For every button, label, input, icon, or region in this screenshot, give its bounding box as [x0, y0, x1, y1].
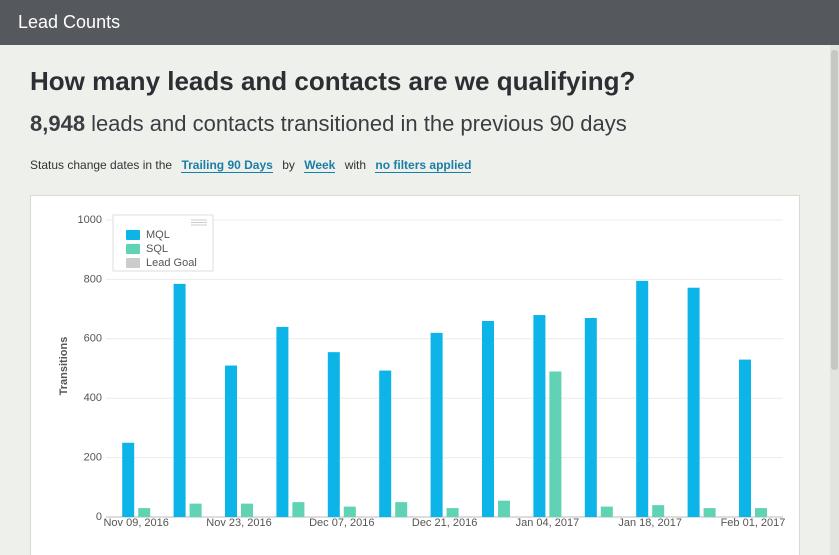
legend-label: MQL [146, 229, 170, 241]
y-tick-label: 1000 [78, 214, 102, 226]
legend: MQL SQL Lead Goal [112, 214, 214, 272]
legend-swatch [126, 258, 140, 268]
legend-swatch [126, 230, 140, 240]
y-tick-label: 800 [84, 273, 102, 285]
bar [173, 283, 186, 517]
legend-label: Lead Goal [146, 257, 197, 269]
x-tick-label: Jan 18, 2017 [618, 517, 682, 529]
x-tick-label: Nov 23, 2016 [206, 517, 271, 529]
scroll-thumb[interactable] [831, 50, 838, 370]
y-axis-label: Transitions [58, 337, 70, 396]
bar [533, 315, 546, 517]
filter-text: with [344, 158, 367, 172]
x-tick-label: Dec 07, 2016 [309, 517, 374, 529]
bar [379, 370, 392, 517]
y-tick-label: 200 [84, 452, 102, 464]
x-tick-label: Nov 09, 2016 [103, 517, 168, 529]
bar [652, 505, 665, 517]
bar [549, 371, 562, 517]
bar [739, 359, 751, 517]
legend-label: SQL [146, 243, 168, 255]
chart-panel: 0 200 400 600 800 1000 Transitions Nov 09, 2016… [30, 195, 800, 555]
lead-count: 8,948 [30, 111, 86, 136]
bar [343, 506, 356, 517]
bar [636, 280, 649, 517]
summary: 8,948 leads and contacts transitioned in … [30, 111, 627, 137]
filters-link[interactable]: no filters applied [375, 158, 472, 173]
bar [430, 332, 443, 517]
bar [122, 442, 135, 517]
bar [584, 318, 597, 517]
bar [482, 320, 494, 517]
y-tick-label: 400 [84, 392, 102, 404]
bar [446, 508, 459, 517]
bar [703, 508, 716, 517]
filter-text: Status change dates in the [30, 158, 173, 172]
bar [327, 352, 340, 517]
filter-text: by [282, 158, 295, 172]
scrollbar[interactable] [830, 45, 839, 555]
bar [498, 500, 510, 517]
summary-text: leads and contacts transitioned in the p… [91, 111, 627, 136]
chart: 0 200 400 600 800 1000 Transitions Nov 09, 2016… [58, 214, 786, 529]
bar [138, 508, 151, 517]
x-tick-label: Dec 21, 2016 [412, 517, 477, 529]
bar [395, 502, 408, 517]
y-tick-label: 600 [84, 333, 102, 345]
y-tick-label: 0 [96, 511, 102, 523]
bar [225, 365, 237, 517]
bar [292, 502, 305, 517]
bar [189, 503, 202, 517]
x-tick-label: Feb 01, 2017 [721, 517, 786, 529]
date-range-link[interactable]: Trailing 90 Days [181, 158, 273, 173]
bar [276, 326, 289, 517]
bar [600, 506, 613, 517]
top-bar: Lead Counts [0, 0, 839, 45]
filters: Status change dates in the Trailing 90 D… [30, 158, 477, 173]
bar [755, 508, 767, 517]
bar [241, 503, 253, 517]
headline: How many leads and contacts are we quali… [30, 66, 636, 96]
panel-title: Lead Counts [18, 12, 121, 32]
legend-swatch [126, 244, 140, 254]
x-tick-label: Jan 04, 2017 [516, 517, 580, 529]
interval-link[interactable]: Week [304, 158, 336, 173]
bar [687, 287, 700, 517]
